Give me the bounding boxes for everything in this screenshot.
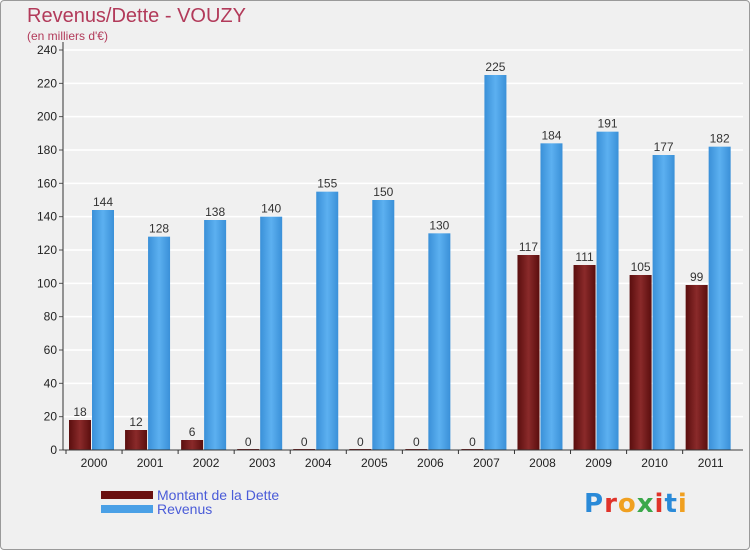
- bar-debt: [69, 420, 91, 450]
- x-tick-label: 2000: [81, 456, 108, 470]
- bar-debt: [517, 255, 540, 450]
- bar-revenue: [260, 216, 283, 450]
- bar-debt: [629, 275, 652, 450]
- y-tick-label: 240: [37, 43, 57, 57]
- x-tick-label: 2002: [193, 456, 220, 470]
- data-label-debt: 117: [519, 240, 538, 254]
- chart-subtitle: (en milliers d'€): [27, 29, 108, 43]
- x-tick-label: 2010: [641, 456, 668, 470]
- data-label-revenue: 150: [373, 185, 393, 199]
- y-tick-label: 160: [37, 176, 57, 190]
- data-label-debt: 0: [245, 435, 252, 449]
- y-tick-label: 180: [37, 143, 57, 157]
- data-label-revenue: 144: [93, 195, 113, 209]
- legend-swatch-revenue: [101, 505, 153, 513]
- data-label-revenue: 138: [205, 205, 225, 219]
- data-label-revenue: 225: [485, 60, 505, 74]
- legend-label-debt: Montant de la Dette: [157, 487, 280, 503]
- bar-revenue: [652, 155, 675, 450]
- y-tick-label: 20: [44, 410, 58, 424]
- x-tick-label: 2004: [305, 456, 332, 470]
- proxiti-logo: Proxiti: [584, 489, 688, 519]
- legend-swatch-debt: [101, 491, 153, 499]
- data-label-debt: 0: [469, 435, 476, 449]
- data-label-revenue: 155: [317, 177, 337, 191]
- bar-revenue: [372, 200, 395, 450]
- y-tick-label: 40: [44, 376, 58, 390]
- bar-revenue: [708, 146, 731, 450]
- data-label-debt: 12: [129, 415, 143, 429]
- y-tick-label: 200: [37, 110, 57, 124]
- data-label-revenue: 177: [654, 140, 674, 154]
- bar-revenue: [428, 233, 451, 450]
- data-label-debt: 0: [413, 435, 420, 449]
- y-tick-label: 60: [44, 343, 58, 357]
- data-label-debt: 6: [189, 425, 196, 439]
- data-label-revenue: 184: [541, 128, 561, 142]
- bar-revenue: [484, 75, 507, 450]
- x-tick-label: 2008: [529, 456, 556, 470]
- legend-label-revenue: Revenus: [157, 501, 213, 517]
- y-tick-label: 120: [37, 243, 57, 257]
- x-tick-label: 2005: [361, 456, 388, 470]
- data-label-revenue: 191: [598, 117, 618, 131]
- data-label-debt: 0: [357, 435, 364, 449]
- bar-revenue: [204, 220, 227, 450]
- bar-debt: [181, 440, 204, 450]
- data-label-revenue: 140: [261, 202, 281, 216]
- bar-debt: [125, 430, 148, 450]
- bar-revenue: [148, 236, 171, 450]
- x-tick-label: 2009: [585, 456, 612, 470]
- data-label-debt: 18: [73, 405, 87, 419]
- data-label-revenue: 182: [710, 132, 730, 146]
- x-tick-label: 2007: [473, 456, 500, 470]
- data-label-revenue: 128: [149, 222, 169, 236]
- data-label-debt: 99: [690, 270, 704, 284]
- x-tick-label: 2001: [137, 456, 164, 470]
- x-tick-label: 2011: [698, 456, 724, 470]
- y-tick-label: 140: [37, 210, 57, 224]
- x-tick-label: 2006: [417, 456, 444, 470]
- bar-revenue: [540, 143, 563, 451]
- chart-title: Revenus/Dette - VOUZY: [27, 5, 246, 27]
- data-label-debt: 105: [631, 260, 651, 274]
- bar-revenue: [596, 131, 619, 450]
- legend-item-debt: Montant de la Dette: [101, 487, 279, 503]
- y-tick-label: 0: [50, 443, 57, 457]
- bar-revenue: [316, 191, 339, 450]
- bar-debt: [573, 265, 596, 450]
- x-tick-label: 2003: [249, 456, 276, 470]
- data-label-debt: 0: [301, 435, 308, 449]
- bar-revenue: [92, 210, 114, 450]
- y-tick-label: 100: [37, 276, 57, 290]
- bar-debt: [685, 285, 708, 450]
- data-label-revenue: 130: [429, 218, 449, 232]
- y-tick-label: 80: [44, 310, 58, 324]
- legend-item-revenue: Revenus: [101, 501, 212, 517]
- data-label-debt: 111: [575, 250, 594, 264]
- y-tick-label: 220: [37, 76, 57, 90]
